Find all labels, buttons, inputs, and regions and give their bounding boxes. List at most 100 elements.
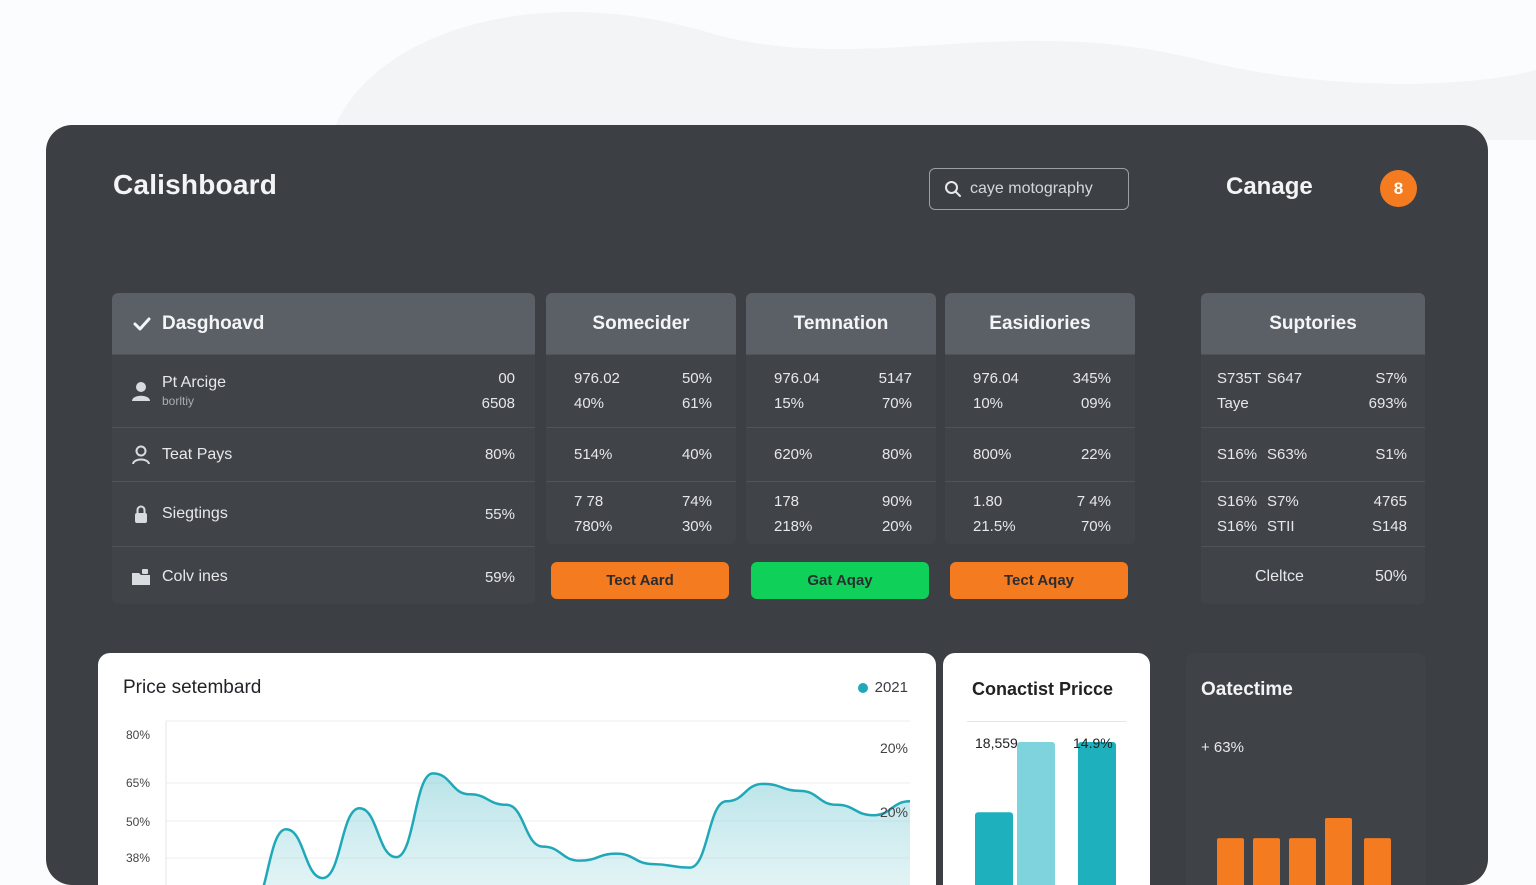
- table-cell: 976.02: [574, 370, 643, 387]
- table-cell: 10%: [973, 395, 1042, 412]
- table-cell: 70%: [843, 395, 912, 412]
- table-cell: 70%: [1042, 518, 1111, 535]
- nav-card: Dasghoavd Pt Arcige borltiy 00 6508 Teat…: [112, 293, 535, 604]
- bar: [1364, 838, 1391, 885]
- y-tick-label: 38%: [126, 851, 150, 865]
- nav-header[interactable]: Dasghoavd: [112, 293, 535, 354]
- y-tick-label: 50%: [126, 815, 150, 829]
- table-cell: 15%: [774, 395, 843, 412]
- chart-title: Price setembard: [123, 677, 261, 699]
- right-tick-label: 20%: [880, 740, 908, 756]
- sidebar-item-profile[interactable]: Pt Arcige borltiy 00 6508: [112, 354, 535, 427]
- table-cell: 345%: [1042, 370, 1111, 387]
- comparison-card: Conactist Pricce 18,559 14.9%: [943, 653, 1150, 885]
- column-header[interactable]: Temnation: [746, 293, 936, 354]
- comparison-value: 18,559: [975, 735, 1018, 751]
- divider: [967, 721, 1126, 722]
- table-row: S735T S647 S7% Taye 693%: [1201, 354, 1425, 427]
- bar: [975, 812, 1013, 885]
- table-cell: 09%: [1042, 395, 1111, 412]
- suptories-footer: Cleltce 50%: [1201, 546, 1425, 604]
- table-cell: S16%: [1217, 518, 1267, 535]
- table-row: 976.04 5147 15% 70%: [746, 354, 936, 427]
- legend-label: 2021: [875, 679, 908, 696]
- column-header[interactable]: Easidiories: [945, 293, 1135, 354]
- column-header[interactable]: Somecider: [546, 293, 736, 354]
- table-cell: 80%: [843, 446, 912, 463]
- table-cell: S735T: [1217, 370, 1267, 387]
- outcome-title: Oatectime: [1201, 679, 1293, 701]
- change-button[interactable]: Canage: [1226, 173, 1313, 201]
- sidebar-item-value: 59%: [485, 569, 515, 586]
- person-icon: [130, 444, 152, 466]
- check-icon: [132, 314, 152, 334]
- column-card-somecider: Somecider 976.02 50% 40% 61% 514% 40% 7 …: [546, 293, 736, 544]
- table-cell: 7 4%: [1042, 493, 1111, 510]
- table-row: 1.80 7 4% 21.5% 70%: [945, 481, 1135, 544]
- table-cell: 50%: [643, 370, 712, 387]
- table-cell: 7 78: [574, 493, 643, 510]
- nav-title: Dasghoavd: [162, 313, 264, 335]
- price-chart-card: Price setembard 2021 80% 65% 50% 38% 20%…: [98, 653, 936, 885]
- suptories-card: Suptories S735T S647 S7% Taye 693% S16% …: [1201, 293, 1425, 604]
- table-cell: S1%: [1359, 446, 1407, 463]
- search-input[interactable]: [970, 180, 1120, 198]
- table-cell: 20%: [843, 518, 912, 535]
- table-row: 976.02 50% 40% 61%: [546, 354, 736, 427]
- table-cell: S16%: [1217, 446, 1267, 463]
- y-tick-label: 65%: [126, 776, 150, 790]
- sidebar-item-sublabel: borltiy: [162, 394, 482, 408]
- sidebar-item-colv-ines[interactable]: Colv ines 59%: [112, 546, 535, 604]
- table-cell: 22%: [1042, 446, 1111, 463]
- suptories-header[interactable]: Suptories: [1201, 293, 1425, 354]
- folder-icon: [130, 566, 152, 588]
- test-aard-button[interactable]: Tect Aard: [551, 562, 729, 599]
- table-cell: 30%: [643, 518, 712, 535]
- table-cell: 5147: [843, 370, 912, 387]
- search-box[interactable]: [929, 168, 1129, 210]
- app-title: Calishboard: [113, 169, 277, 201]
- table-cell: S16%: [1217, 493, 1267, 510]
- test-aqay-button[interactable]: Tect Aqay: [950, 562, 1128, 599]
- sidebar-item-value: 00: [482, 370, 515, 387]
- column-card-temnation: Temnation 976.04 5147 15% 70% 620% 80% 1…: [746, 293, 936, 544]
- table-row: 7 78 74% 780% 30%: [546, 481, 736, 544]
- table-row: S16% S63% S1%: [1201, 427, 1425, 481]
- table-cell: 514%: [574, 446, 643, 463]
- sidebar-item-teat-pays[interactable]: Teat Pays 80%: [112, 427, 535, 481]
- table-cell: S7%: [1267, 493, 1359, 510]
- table-cell: 1.80: [973, 493, 1042, 510]
- gat-aqay-button[interactable]: Gat Aqay: [751, 562, 929, 599]
- sidebar-item-value: 80%: [485, 446, 515, 463]
- sidebar-item-settings[interactable]: Siegtings 55%: [112, 481, 535, 546]
- table-cell: 780%: [574, 518, 643, 535]
- table-cell: Taye: [1217, 395, 1267, 412]
- bar: [1217, 838, 1244, 885]
- table-row: 514% 40%: [546, 427, 736, 481]
- y-tick-label: 80%: [126, 728, 150, 742]
- comparison-title: Conactist Pricce: [972, 679, 1113, 700]
- table-cell: S63%: [1267, 446, 1359, 463]
- table-cell: 976.04: [973, 370, 1042, 387]
- sidebar-item-label: Siegtings: [162, 505, 485, 523]
- footer-value: 50%: [1375, 568, 1407, 586]
- table-cell: S7%: [1359, 370, 1407, 387]
- table-cell: [1267, 395, 1359, 412]
- background-swoosh: [0, 0, 1536, 140]
- table-cell: 693%: [1359, 395, 1407, 412]
- table-row: 620% 80%: [746, 427, 936, 481]
- avatar[interactable]: 8: [1380, 170, 1417, 207]
- right-tick-label: 20%: [880, 804, 908, 820]
- sidebar-item-label: Colv ines: [162, 568, 485, 586]
- outcome-delta: + 63%: [1201, 739, 1244, 756]
- table-cell: 90%: [843, 493, 912, 510]
- table-cell: S148: [1359, 518, 1407, 535]
- dashboard-panel: Calishboard Canage 8 Dasghoavd Pt Arcige…: [46, 125, 1488, 885]
- user-icon: [130, 380, 152, 402]
- table-row: S16% S7% 4765 S16% STII S148: [1201, 481, 1425, 546]
- legend-dot-icon: [858, 683, 868, 693]
- table-cell: 178: [774, 493, 843, 510]
- table-row: 800% 22%: [945, 427, 1135, 481]
- table-cell: 40%: [574, 395, 643, 412]
- chart-legend[interactable]: 2021: [858, 679, 908, 696]
